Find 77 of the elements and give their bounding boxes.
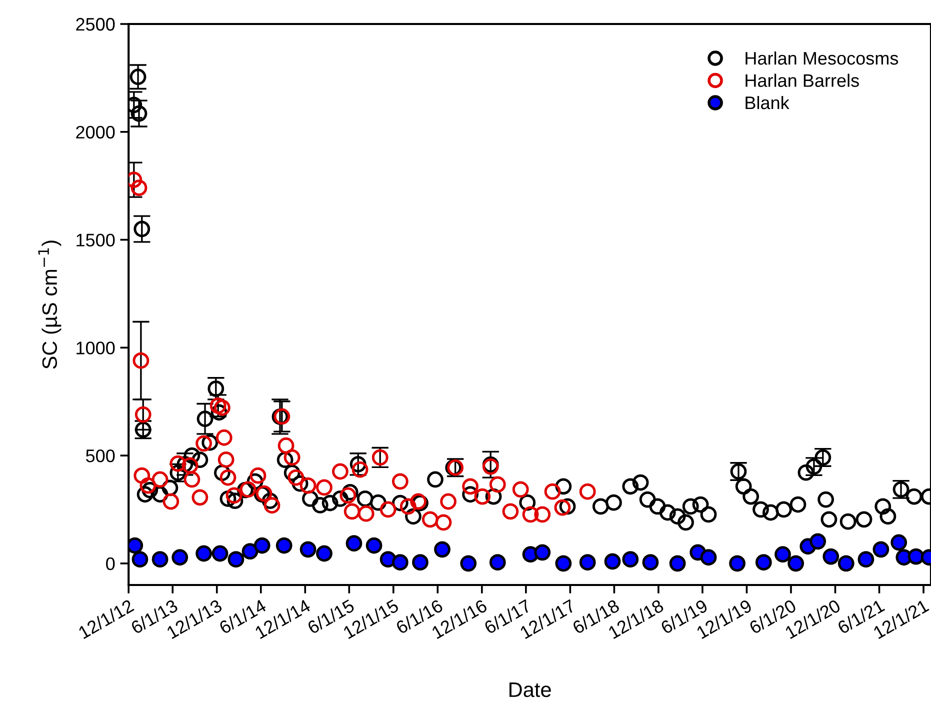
point — [162, 493, 180, 510]
point — [228, 551, 244, 568]
point — [774, 546, 791, 563]
point — [254, 537, 270, 554]
point — [810, 533, 826, 550]
point — [534, 544, 551, 561]
point — [555, 555, 572, 572]
y-tick-label: 1000 — [76, 342, 115, 354]
point — [669, 555, 686, 572]
point — [316, 545, 332, 562]
point — [344, 503, 360, 520]
point — [196, 545, 212, 562]
point — [132, 551, 148, 568]
point — [522, 506, 539, 523]
point — [858, 551, 874, 568]
point — [242, 543, 258, 560]
point — [534, 506, 551, 523]
point — [822, 548, 840, 565]
point — [218, 451, 234, 468]
point — [216, 429, 232, 446]
point — [440, 493, 456, 510]
y-axis-title: SC (µS cm$^{−1}$) — [38, 240, 62, 369]
point — [132, 352, 150, 369]
point — [392, 473, 408, 490]
point — [838, 555, 854, 572]
point — [352, 461, 368, 478]
point — [332, 463, 348, 480]
point — [604, 553, 621, 570]
point — [192, 489, 208, 506]
point — [170, 455, 186, 472]
point — [502, 503, 519, 520]
point — [380, 501, 396, 518]
point — [278, 437, 294, 454]
point — [422, 511, 438, 528]
point — [316, 479, 332, 496]
y-tick-label: 0 — [106, 557, 115, 570]
point — [788, 555, 804, 572]
point — [729, 555, 746, 572]
point — [642, 554, 659, 571]
point — [276, 537, 292, 554]
point — [579, 483, 596, 500]
y-tick-label: 2000 — [76, 126, 115, 139]
legend-label: Harlan Mesocosms — [746, 51, 898, 65]
point — [460, 555, 477, 572]
legend-label: Harlan Barrels — [746, 74, 859, 87]
point — [130, 180, 148, 196]
point — [435, 514, 452, 531]
point — [579, 554, 596, 571]
point — [700, 549, 717, 566]
point — [908, 548, 924, 565]
y-tick-label: 500 — [86, 449, 115, 462]
point — [358, 505, 374, 522]
point — [346, 535, 362, 552]
legend-label: Blank — [746, 96, 790, 110]
point — [184, 471, 200, 488]
x-axis-title: Date — [510, 682, 551, 698]
point — [366, 537, 382, 554]
point — [392, 554, 408, 571]
y-tick-label: 1500 — [76, 234, 115, 246]
point — [489, 476, 506, 493]
point — [134, 406, 152, 423]
point — [512, 481, 529, 498]
point — [890, 534, 908, 551]
point — [544, 483, 561, 500]
point — [300, 541, 316, 558]
y-tick-label: 2500 — [76, 18, 115, 31]
point — [172, 549, 188, 566]
point — [622, 551, 639, 568]
point — [872, 541, 890, 558]
point — [134, 467, 150, 484]
point — [489, 554, 506, 571]
point — [755, 554, 772, 571]
point — [212, 545, 228, 562]
point — [152, 471, 168, 488]
point — [412, 554, 428, 571]
point — [434, 541, 450, 558]
point — [152, 551, 168, 568]
